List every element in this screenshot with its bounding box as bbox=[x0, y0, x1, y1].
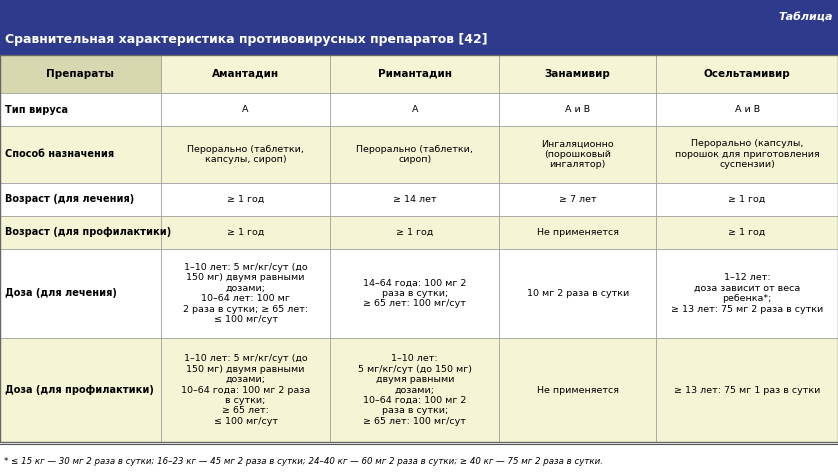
Bar bbox=[161, 338, 330, 442]
Bar bbox=[330, 126, 499, 183]
Text: А: А bbox=[411, 105, 418, 114]
Bar bbox=[0, 216, 161, 249]
Text: Занамивир: Занамивир bbox=[545, 69, 611, 79]
Bar bbox=[656, 216, 838, 249]
Text: А и В: А и В bbox=[735, 105, 759, 114]
Text: ≥ 14 лет: ≥ 14 лет bbox=[393, 194, 437, 203]
Bar bbox=[499, 338, 656, 442]
Text: * ≤ 15 кг — 30 мг 2 раза в сутки; 16–23 кг — 45 мг 2 раза в сутки; 24–40 кг — 60: * ≤ 15 кг — 30 мг 2 раза в сутки; 16–23 … bbox=[4, 456, 603, 465]
Bar bbox=[161, 93, 330, 126]
Text: ≥ 1 год: ≥ 1 год bbox=[227, 194, 264, 203]
Text: Амантадин: Амантадин bbox=[212, 69, 279, 79]
Bar bbox=[499, 216, 656, 249]
Text: А и В: А и В bbox=[566, 105, 590, 114]
Text: Возраст (для профилактики): Возраст (для профилактики) bbox=[5, 227, 171, 237]
Text: 1–10 лет:
5 мг/кг/сут (до 150 мг)
двумя равными
дозами;
10–64 года: 100 мг 2
раз: 1–10 лет: 5 мг/кг/сут (до 150 мг) двумя … bbox=[358, 354, 472, 426]
Bar bbox=[330, 249, 499, 338]
Bar bbox=[499, 93, 656, 126]
Text: 1–12 лет:
доза зависит от веса
ребенка*;
≥ 13 лет: 75 мг 2 раза в сутки: 1–12 лет: доза зависит от веса ребенка*;… bbox=[671, 273, 823, 313]
Bar bbox=[499, 55, 656, 93]
Text: Осельтамивир: Осельтамивир bbox=[704, 69, 790, 79]
Bar bbox=[0, 55, 161, 93]
Bar bbox=[330, 216, 499, 249]
Bar bbox=[656, 183, 838, 216]
Bar bbox=[0, 126, 161, 183]
Text: ≥ 1 год: ≥ 1 год bbox=[396, 228, 433, 236]
Bar bbox=[656, 338, 838, 442]
Bar bbox=[656, 249, 838, 338]
Bar bbox=[0, 249, 161, 338]
Text: Способ назначения: Способ назначения bbox=[5, 149, 114, 160]
Text: Доза (для лечения): Доза (для лечения) bbox=[5, 288, 116, 298]
Bar bbox=[0, 183, 161, 216]
Text: Перорально (таблетки,
капсулы, сироп): Перорально (таблетки, капсулы, сироп) bbox=[187, 144, 304, 164]
Text: Не применяется: Не применяется bbox=[537, 386, 618, 395]
Bar bbox=[161, 55, 330, 93]
Text: 1–10 лет: 5 мг/кг/сут (до
150 мг) двумя равными
дозами;
10–64 года: 100 мг 2 раз: 1–10 лет: 5 мг/кг/сут (до 150 мг) двумя … bbox=[181, 354, 310, 426]
Text: ≥ 1 год: ≥ 1 год bbox=[728, 228, 766, 236]
Bar bbox=[161, 249, 330, 338]
Text: Доза (для профилактики): Доза (для профилактики) bbox=[5, 385, 154, 395]
Bar bbox=[0, 0, 838, 55]
Text: Таблица: Таблица bbox=[779, 11, 833, 22]
Text: ≥ 7 лет: ≥ 7 лет bbox=[559, 194, 597, 203]
Text: ≥ 1 год: ≥ 1 год bbox=[227, 228, 264, 236]
Text: Возраст (для лечения): Возраст (для лечения) bbox=[5, 194, 134, 204]
Text: Перорально (таблетки,
сироп): Перорально (таблетки, сироп) bbox=[356, 144, 473, 164]
Bar bbox=[499, 183, 656, 216]
Text: Тип вируса: Тип вируса bbox=[5, 104, 68, 115]
Text: 14–64 года: 100 мг 2
раза в сутки;
≥ 65 лет: 100 мг/сут: 14–64 года: 100 мг 2 раза в сутки; ≥ 65 … bbox=[363, 278, 467, 308]
Bar bbox=[0, 93, 161, 126]
Text: 1–10 лет: 5 мг/кг/сут (до
150 мг) двумя равными
дозами;
10–64 лет: 100 мг
2 раза: 1–10 лет: 5 мг/кг/сут (до 150 мг) двумя … bbox=[183, 263, 308, 324]
Bar bbox=[656, 93, 838, 126]
Bar bbox=[330, 183, 499, 216]
Text: ≥ 13 лет: 75 мг 1 раз в сутки: ≥ 13 лет: 75 мг 1 раз в сутки bbox=[674, 386, 820, 395]
Text: Препараты: Препараты bbox=[46, 69, 115, 79]
Text: 10 мг 2 раза в сутки: 10 мг 2 раза в сутки bbox=[526, 289, 629, 298]
Bar bbox=[656, 55, 838, 93]
Bar bbox=[0, 338, 161, 442]
Bar bbox=[161, 126, 330, 183]
Bar bbox=[0, 55, 838, 442]
Bar bbox=[330, 93, 499, 126]
Bar bbox=[499, 126, 656, 183]
Bar bbox=[330, 55, 499, 93]
Bar bbox=[161, 216, 330, 249]
Text: Не применяется: Не применяется bbox=[537, 228, 618, 236]
Text: Сравнительная характеристика противовирусных препаратов [42]: Сравнительная характеристика противовиру… bbox=[5, 33, 488, 46]
Bar bbox=[656, 126, 838, 183]
Text: А: А bbox=[242, 105, 249, 114]
Bar bbox=[499, 249, 656, 338]
Text: Римантадин: Римантадин bbox=[378, 69, 452, 79]
Bar bbox=[161, 183, 330, 216]
Bar bbox=[330, 338, 499, 442]
Text: Ингаляционно
(порошковый
ингалятор): Ингаляционно (порошковый ингалятор) bbox=[541, 139, 614, 169]
Text: ≥ 1 год: ≥ 1 год bbox=[728, 194, 766, 203]
Text: Перорально (капсулы,
порошок для приготовления
суспензии): Перорально (капсулы, порошок для пригото… bbox=[675, 139, 820, 169]
